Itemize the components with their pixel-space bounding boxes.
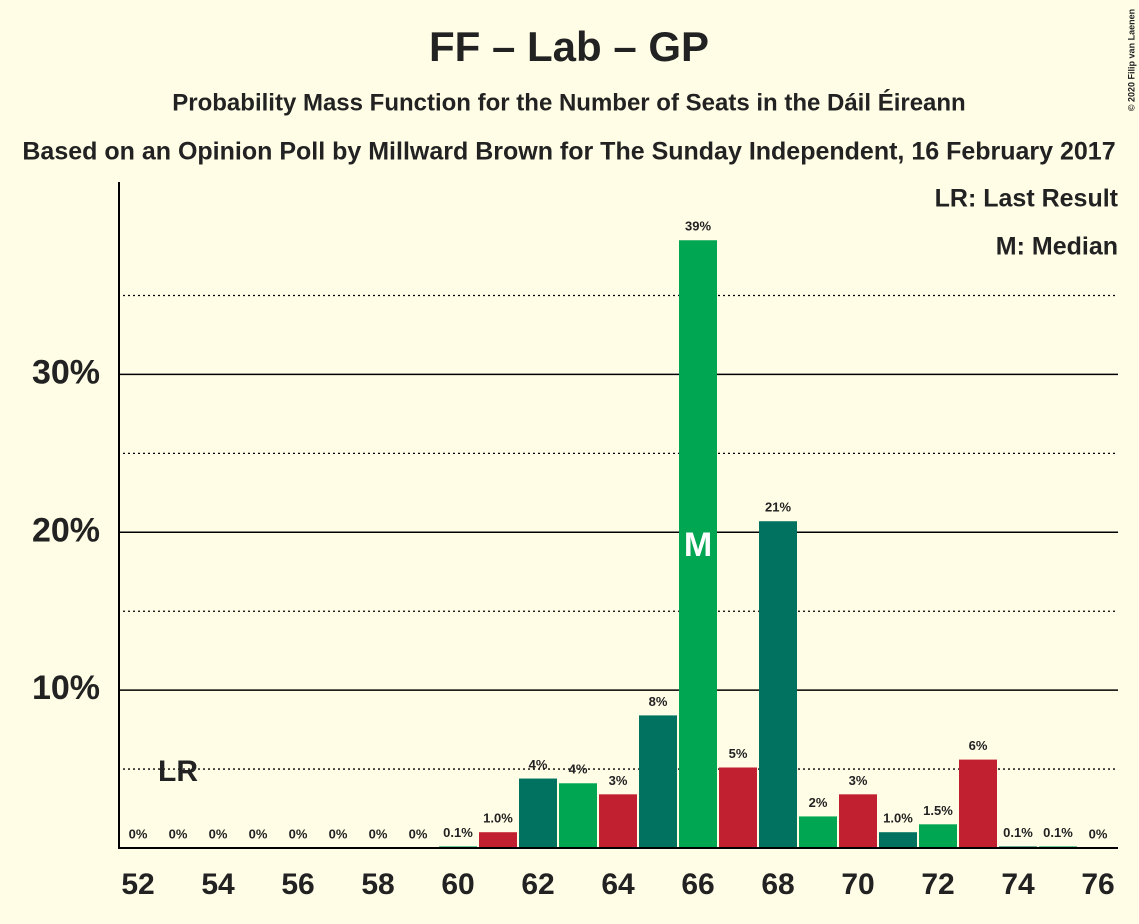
value-label: 2% — [809, 795, 828, 810]
x-tick-label: 62 — [521, 868, 554, 901]
value-label: 0% — [329, 826, 348, 841]
value-label: 39% — [685, 219, 711, 234]
y-tick-label: 20% — [32, 511, 100, 549]
value-label: 0% — [1089, 826, 1108, 841]
bar — [759, 521, 797, 848]
legend-entry: LR: Last Result — [935, 185, 1119, 213]
value-label: 5% — [729, 746, 748, 761]
bar — [599, 794, 637, 848]
value-label: 0% — [209, 826, 228, 841]
bar — [879, 832, 917, 848]
y-tick-label: 10% — [32, 669, 100, 707]
x-tick-label: 60 — [441, 868, 474, 901]
legend-entry: M: Median — [996, 233, 1118, 261]
x-tick-label: 76 — [1081, 868, 1114, 901]
copyright: © 2020 Filip van Laenen — [1126, 9, 1136, 111]
value-label: 0.1% — [1003, 825, 1033, 840]
value-label: 8% — [649, 694, 668, 709]
value-label: 4% — [569, 762, 588, 777]
value-label: 21% — [765, 500, 791, 515]
x-tick-label: 64 — [601, 868, 635, 901]
bar — [639, 715, 677, 848]
x-tick-label: 58 — [361, 868, 394, 901]
value-label: 4% — [529, 757, 548, 772]
x-tick-label: 68 — [761, 868, 794, 901]
value-label: 0% — [289, 826, 308, 841]
x-tick-label: 56 — [281, 868, 314, 901]
chart-subtitle: Based on an Opinion Poll by Millward Bro… — [22, 138, 1115, 166]
x-tick-label: 70 — [841, 868, 874, 901]
x-tick-label: 72 — [921, 868, 954, 901]
value-label: 1.0% — [883, 811, 913, 826]
chart-subtitle: Probability Mass Function for the Number… — [172, 88, 965, 116]
x-tick-label: 74 — [1001, 868, 1035, 901]
value-label: 1.5% — [923, 803, 953, 818]
value-label: 6% — [969, 738, 988, 753]
bar — [959, 759, 997, 848]
value-label: 1.0% — [483, 811, 513, 826]
median-marker: M — [684, 526, 712, 564]
value-label: 0.1% — [1043, 825, 1073, 840]
chart-title: FF – Lab – GP — [429, 23, 709, 70]
value-label: 3% — [849, 773, 868, 788]
bar — [479, 832, 517, 848]
x-tick-label: 54 — [201, 868, 235, 901]
value-label: 0.1% — [443, 825, 473, 840]
bar — [839, 794, 877, 848]
bar — [919, 824, 957, 848]
x-tick-label: 66 — [681, 868, 714, 901]
value-label: 0% — [129, 826, 148, 841]
bar — [519, 778, 557, 848]
value-label: 0% — [249, 826, 268, 841]
bar — [559, 783, 597, 848]
value-label: 3% — [609, 773, 628, 788]
bar — [679, 240, 717, 848]
bar — [799, 816, 837, 848]
value-label: 0% — [369, 826, 388, 841]
last-result-marker: LR — [158, 755, 198, 788]
value-label: 0% — [169, 826, 188, 841]
y-tick-label: 30% — [32, 353, 100, 391]
x-tick-label: 52 — [121, 868, 154, 901]
value-label: 0% — [409, 826, 428, 841]
bar — [719, 767, 757, 848]
